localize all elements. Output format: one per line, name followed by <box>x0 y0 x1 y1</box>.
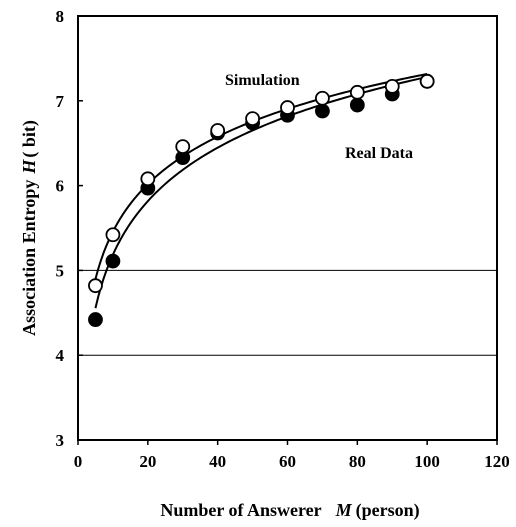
grid <box>78 269 497 356</box>
x-tick-label: 20 <box>139 452 156 471</box>
y-tick-label: 8 <box>56 7 65 26</box>
simulation-point <box>175 139 191 154</box>
y-axis-title-text: Association Entropy <box>19 180 39 336</box>
x-axis-title: Number of Answerer M (person) <box>160 500 419 521</box>
y-tick-label: 7 <box>56 92 65 111</box>
simulation-point <box>245 111 260 127</box>
x-tick-label: 0 <box>74 452 83 471</box>
y-tick-label: 6 <box>56 177 65 196</box>
data-markers <box>88 73 435 327</box>
series-label-real-data: Real Data <box>345 145 413 162</box>
simulation-point <box>88 278 103 294</box>
simulation-point <box>105 227 121 243</box>
x-tick-label: 60 <box>279 452 296 471</box>
x-tick-label: 100 <box>414 452 440 471</box>
series-label-simulation: Simulation <box>225 72 300 89</box>
simulation-point <box>384 78 400 94</box>
real-data-point <box>105 253 121 269</box>
simulation-point <box>349 84 365 100</box>
simulation-point <box>140 171 156 187</box>
x-tick-label: 80 <box>349 452 366 471</box>
real-data-point <box>315 103 330 119</box>
simulation-point <box>280 100 295 115</box>
y-tick-label: 4 <box>56 346 65 365</box>
real-data-point <box>349 97 365 113</box>
y-tick-label: 5 <box>56 261 65 280</box>
real-data-point <box>88 312 103 327</box>
x-axis-title-text: Number of Answerer <box>160 500 321 520</box>
y-axis-title: Association Entropy H( bit) <box>19 120 40 336</box>
x-axis-title-variable: M <box>335 500 353 520</box>
x-tick-label: 120 <box>484 452 510 471</box>
x-axis-title-unit: (person) <box>356 500 420 521</box>
simulation-point <box>315 90 330 106</box>
axis-ticks: 0 20 40 60 80 100 120 3 4 5 6 7 8 <box>56 7 510 471</box>
simulation-point <box>210 123 226 138</box>
fit-curve-real-data <box>94 75 428 309</box>
y-tick-label: 3 <box>56 431 65 450</box>
simulation-point <box>419 73 435 89</box>
x-tick-label: 40 <box>209 452 226 471</box>
y-axis-title-unit: ( bit) <box>19 120 40 158</box>
y-axis-title-variable: H <box>19 159 39 175</box>
